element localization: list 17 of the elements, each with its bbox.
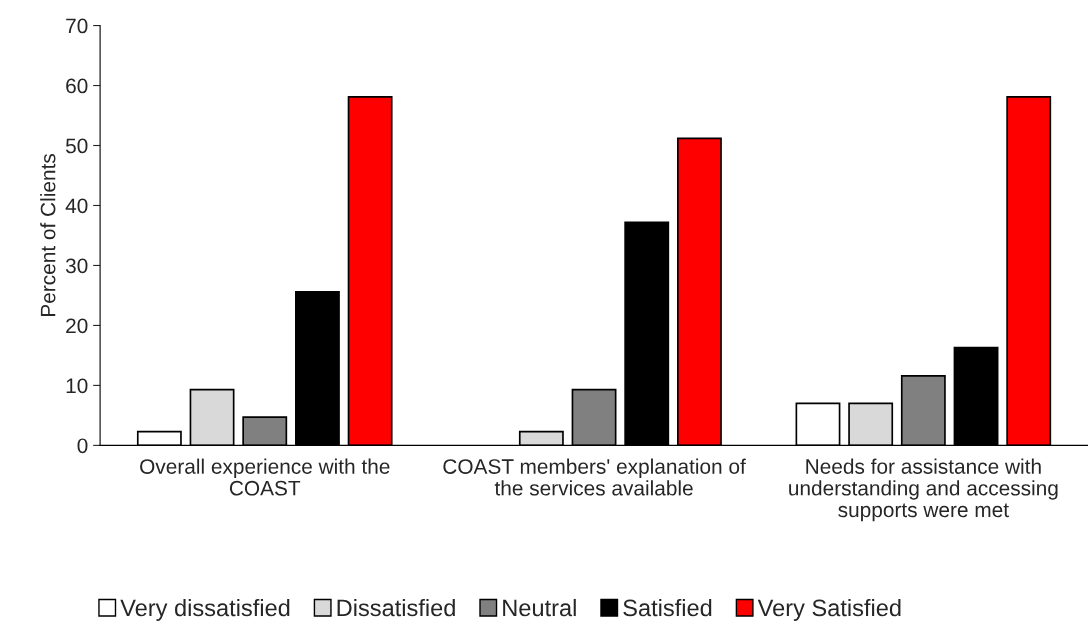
x-tick-label: Needs for assistance with understanding and accessing supports were met	[789, 458, 1058, 522]
legend-label: Neutral	[503, 598, 576, 617]
x-tick-label: COAST members' explanation of the services available	[443, 458, 746, 496]
legend-label: Dissatisfied	[337, 598, 455, 617]
y-tick-label: 10	[66, 378, 88, 394]
y-axis-title: Percent of Clients	[40, 154, 56, 316]
y-tick-label: 20	[66, 318, 88, 334]
y-tick-label: 50	[65, 138, 88, 154]
y-tick-label: 0	[77, 438, 88, 454]
y-tick-label: 30	[65, 258, 88, 274]
legend-label: Very dissatisfied	[120, 598, 290, 621]
x-tick-label: Overall experience with the COAST	[140, 458, 390, 496]
y-tick-label: 40	[65, 198, 88, 214]
y-tick-label: 70	[66, 18, 88, 34]
legend-label: Satisfied	[623, 598, 712, 617]
legend-label: Very Satisfied	[757, 598, 901, 621]
y-tick-label: 60	[66, 78, 88, 94]
